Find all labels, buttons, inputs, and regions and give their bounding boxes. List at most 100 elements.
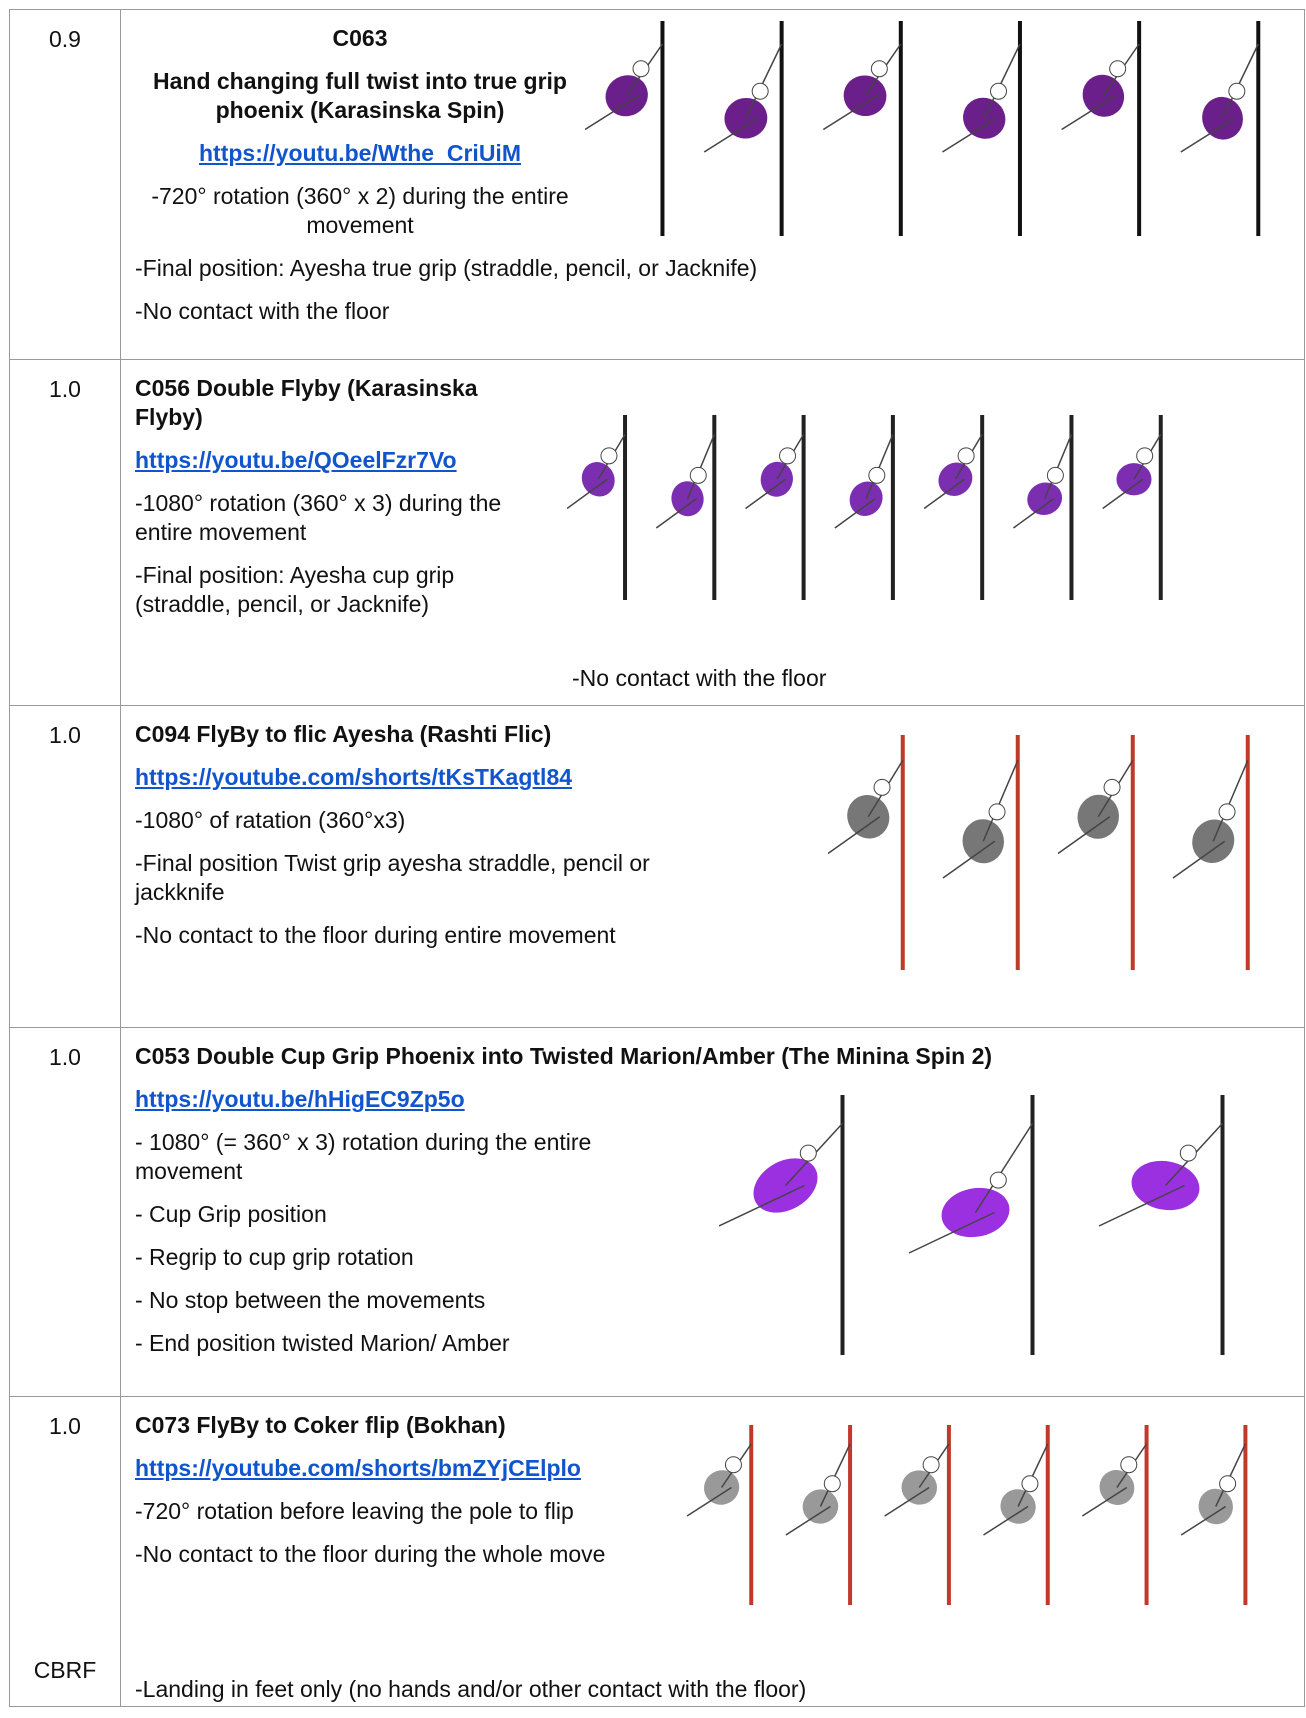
video-link[interactable]: https://youtu.be/Wthe_CriUiM <box>199 140 521 166</box>
move-illustration <box>828 735 1250 970</box>
figure-part <box>1180 1505 1227 1536</box>
text-block: C094 FlyBy to flic Ayesha (Rashti Flic) h… <box>135 720 735 950</box>
figure-part <box>1198 1488 1233 1525</box>
figure-part <box>1017 1443 1049 1507</box>
note: - 1080° (= 360° x 3) rotation during the… <box>135 1129 592 1184</box>
figure-part <box>751 82 769 100</box>
score: 1.0 <box>49 722 81 748</box>
video-link[interactable]: https://youtu.be/hHigEC9Zp5o <box>135 1086 465 1112</box>
figure-part <box>1136 447 1154 465</box>
figure-part <box>655 498 697 529</box>
note: -Final position Twist grip ayesha stradd… <box>135 850 650 905</box>
figure-part <box>1109 60 1127 78</box>
figure-part <box>1172 840 1226 879</box>
move-title: C073 FlyBy to Coker flip (Bokhan) <box>135 1412 506 1438</box>
figure-part <box>1202 96 1243 140</box>
figure-part <box>1061 95 1116 131</box>
note: -No contact to the floor during the whol… <box>135 1541 606 1567</box>
note: -Landing in feet only (no hands and/or o… <box>135 1676 807 1702</box>
figure-part <box>870 60 888 78</box>
score: 1.0 <box>49 1044 81 1070</box>
cell-content: C073 FlyBy to Coker flip (Bokhan) https:/… <box>135 1411 1294 1702</box>
figure-part <box>802 1489 839 1524</box>
figure-part <box>923 478 965 510</box>
cell-content: C063 Hand changing full twist into true g… <box>135 24 1294 340</box>
figure-part <box>760 461 793 497</box>
move-title: C056 Double Flyby (Karasinska Flyby) <box>135 375 478 430</box>
link-line: https://youtu.be/hHigEC9Zp5o <box>135 1085 605 1114</box>
figure-part <box>1021 1475 1039 1493</box>
score: 1.0 <box>49 1413 81 1439</box>
figure-part <box>1046 466 1064 484</box>
figure-part <box>942 840 996 879</box>
score: 1.0 <box>49 376 81 402</box>
figure-part <box>1215 1443 1247 1507</box>
figure-part <box>799 1144 817 1162</box>
figure-part <box>719 1184 805 1227</box>
note: -720° rotation (360° x 2) during the ent… <box>151 183 569 238</box>
figure-part <box>1102 478 1144 510</box>
figure-part <box>868 466 886 484</box>
figure-part <box>974 1122 1034 1213</box>
full-notes: -No contact with the floor <box>572 664 826 707</box>
link-line: https://youtu.be/QOeelFzr7Vo <box>135 446 535 475</box>
note: - Regrip to cup grip rotation <box>135 1244 414 1270</box>
full-notes: -Landing in feet only (no hands and/or o… <box>135 1675 806 1718</box>
video-link[interactable]: https://youtube.com/shorts/bmZYjCElplo <box>135 1455 581 1481</box>
figure-part <box>1043 434 1073 500</box>
figure-part <box>745 478 787 510</box>
note: -720° rotation before leaving the pole t… <box>135 1498 574 1524</box>
figure-part <box>922 1456 940 1474</box>
move-title: C053 Double Cup Grip Phoenix into Twiste… <box>135 1043 993 1069</box>
figure-part <box>938 462 973 496</box>
figure-part <box>1212 760 1249 842</box>
video-link[interactable]: https://youtu.be/QOeelFzr7Vo <box>135 447 457 473</box>
figure-part <box>963 97 1006 139</box>
table-row: 0.9 C063 Hand changing full twist into tru… <box>9 9 1305 359</box>
figure-part <box>1057 816 1111 855</box>
cell-content: C094 FlyBy to flic Ayesha (Rashti Flic) h… <box>135 720 1294 964</box>
figure-part <box>908 1211 995 1254</box>
figure-part <box>1103 778 1121 796</box>
note: -1080° rotation (360° x 3) during the en… <box>135 490 502 545</box>
figure-part <box>779 447 797 465</box>
move-title: Hand changing full twist into true grip … <box>153 68 567 123</box>
figure-part <box>703 117 759 153</box>
move-illustration <box>687 1425 1248 1605</box>
video-link[interactable]: https://youtube.com/shorts/tKsTKagtl84 <box>135 764 573 790</box>
figure-part <box>901 1470 938 1505</box>
move-title: C094 FlyBy to flic Ayesha (Rashti Flic) <box>135 721 552 747</box>
text-block: C056 Double Flyby (Karasinska Flyby) http… <box>135 374 535 619</box>
figure-part <box>686 434 716 500</box>
column-divider <box>120 1397 121 1706</box>
figure-part <box>567 478 608 510</box>
figure-part <box>585 95 640 131</box>
figure-part <box>1027 482 1063 516</box>
figure-part <box>1081 1486 1128 1517</box>
link-line: https://youtu.be/Wthe_CriUiM <box>135 139 585 168</box>
figure-part <box>873 778 891 796</box>
figure-part <box>834 498 876 529</box>
note: -1080° of ratation (360°x3) <box>135 807 406 833</box>
figure-part <box>671 481 704 517</box>
text-block: C053 Double Cup Grip Phoenix into Twiste… <box>135 1042 992 1358</box>
figure-part <box>1218 803 1236 821</box>
note: -No contact with the floor <box>135 298 390 324</box>
cell-content: C053 Double Cup Grip Phoenix into Twiste… <box>135 1042 1294 1372</box>
figure-part <box>983 1505 1029 1536</box>
row-label: CBRF <box>33 1657 97 1683</box>
figure-part <box>687 1486 732 1517</box>
table-row: 1.0 C056 Double Flyby (Karasinska Flyby) h… <box>9 359 1305 705</box>
figure-part <box>849 481 883 516</box>
figure-part <box>605 75 648 117</box>
column-divider <box>120 1028 121 1396</box>
figure-part <box>884 1486 930 1517</box>
move-illustration <box>585 21 1261 236</box>
figure-part <box>1179 1144 1197 1162</box>
figure-part <box>1180 117 1235 153</box>
column-divider <box>120 10 121 359</box>
figure-part <box>989 1171 1007 1189</box>
text-block: C063 Hand changing full twist into true g… <box>135 24 585 240</box>
note: -Final position: Ayesha cup grip (stradd… <box>135 562 455 617</box>
figure-part <box>822 95 878 131</box>
